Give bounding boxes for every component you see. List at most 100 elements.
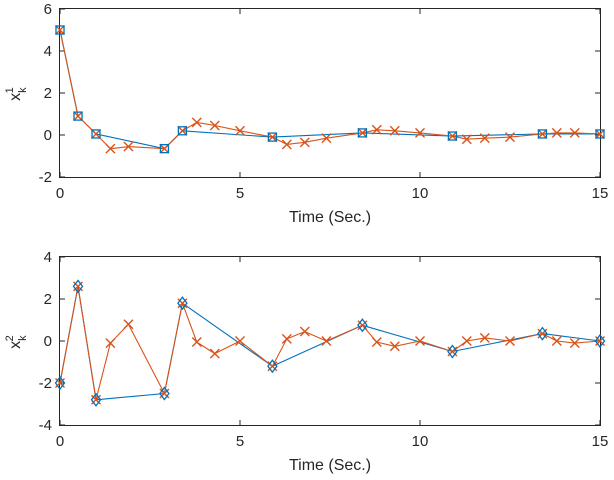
point-x-marker [123,319,134,330]
bottom-y-axis-label: xk2 [4,335,29,349]
point-diamond-marker [594,333,606,349]
bottom-y-label-sub: k [17,335,29,341]
x-tick-label: 10 [412,185,429,202]
bottom-y-label-base: x [7,341,24,349]
point-x-marker [505,336,515,346]
y-tick-label: -2 [39,375,52,392]
point-x-marker [191,337,202,348]
point-x-marker [371,124,382,135]
x-tick-label: 15 [592,433,609,450]
point-square-marker [55,25,65,35]
top-y-label-base: x [7,93,24,101]
y-tick-label: -4 [39,417,52,434]
point-x-marker [569,338,580,349]
point-diamond-marker [72,279,84,294]
series-line-continuous [59,285,601,401]
point-diamond-marker [90,392,102,407]
point-square-marker [91,129,101,139]
point-x-marker [505,132,515,143]
point-x-marker [389,125,400,136]
point-x-marker [73,111,83,122]
x-tick-label: 0 [56,185,64,202]
point-x-marker [447,131,458,142]
point-diamond-marker [537,326,548,341]
x-tick-label: 0 [56,433,64,450]
point-x-marker [551,336,562,346]
point-x-marker [123,141,134,152]
point-x-marker [55,25,65,35]
point-square-marker [447,131,458,141]
y-tick-label: 0 [44,127,52,144]
point-x-marker [281,333,292,344]
top-y-label-sup: 1 [4,87,16,93]
bottom-series [54,279,606,407]
bottom-ticks: 0 5 10 15 -4 -2 0 2 4 [39,249,609,450]
point-x-marker [159,143,170,154]
point-x-marker [389,341,400,352]
point-diamond-marker [177,296,188,311]
point-square-marker [595,129,605,139]
point-diamond-marker [357,318,368,333]
x-tick-label: 10 [412,433,429,450]
point-x-marker [479,133,490,144]
point-square-marker [177,126,188,136]
point-square-marker [357,128,368,138]
point-x-marker [357,127,368,138]
point-x-marker [537,128,548,139]
point-x-marker [299,326,310,337]
point-x-marker [479,332,490,343]
top-series [55,25,605,154]
bottom-y-label-sup: 2 [4,335,16,341]
point-x-marker [209,348,220,359]
top-y-label-sub: k [17,87,29,93]
point-diamond-marker [54,375,66,391]
y-tick-label: 2 [44,291,52,308]
y-tick-label: 2 [44,85,52,102]
top-axes-box [59,8,601,178]
point-x-marker [321,336,332,346]
y-tick-label: -2 [39,169,52,186]
point-x-marker [267,132,278,143]
point-x-marker [91,128,101,139]
point-x-marker [461,336,472,346]
x-tick-label: 5 [236,433,244,450]
point-x-marker [281,139,292,150]
top-x-axis-label: Time (Sec.) [289,209,371,226]
point-x-marker [105,143,116,154]
y-tick-label: 6 [44,1,52,18]
point-diamond-marker [267,359,278,374]
point-x-marker [191,117,202,128]
y-tick-label: 0 [44,333,52,350]
top-y-axis-label: xk1 [4,87,29,101]
point-x-marker [177,125,188,136]
point-x-marker [209,120,220,131]
point-x-marker [415,127,425,138]
point-x-marker [595,128,605,139]
point-square-marker [537,129,548,139]
point-x-marker [551,127,562,138]
point-square-marker [267,132,278,142]
point-square-marker [73,111,83,121]
y-tick-label: 4 [44,249,52,266]
point-x-marker [461,134,472,145]
point-square-marker [159,143,170,154]
x-tick-label: 15 [592,185,609,202]
point-x-marker [415,336,425,346]
point-x-marker [371,337,382,348]
point-x-marker [321,133,332,144]
point-x-marker [299,137,310,148]
point-diamond-marker [447,344,458,359]
point-x-marker [105,338,116,349]
bottom-x-axis-label: Time (Sec.) [289,457,371,474]
y-tick-label: 4 [44,43,52,60]
x-tick-label: 5 [236,185,244,202]
point-x-marker [235,336,245,346]
series-line-continuous [59,29,601,150]
point-x-marker [235,125,245,136]
point-diamond-marker [159,386,170,401]
